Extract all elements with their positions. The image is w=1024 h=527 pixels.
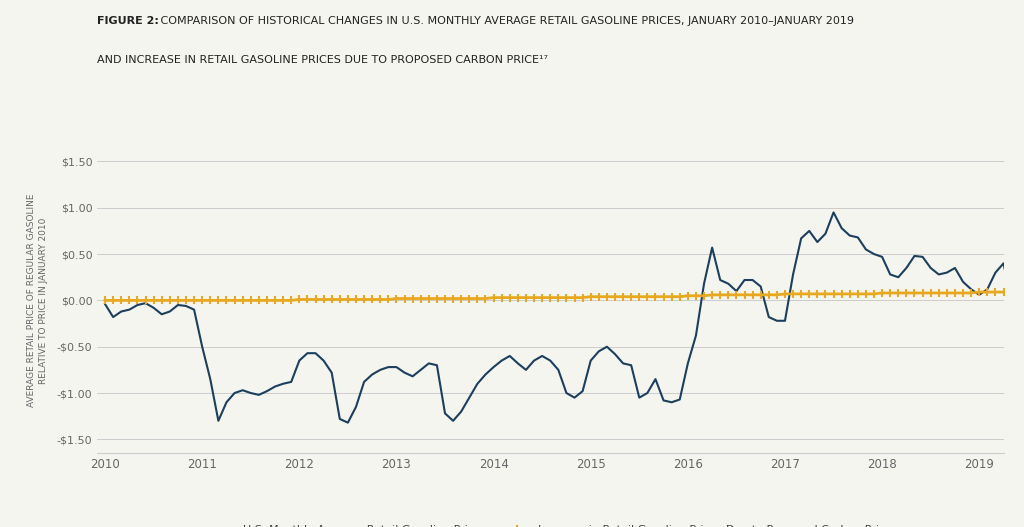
Text: AND INCREASE IN RETAIL GASOLINE PRICES DUE TO PROPOSED CARBON PRICE¹⁷: AND INCREASE IN RETAIL GASOLINE PRICES D… [97,55,548,65]
Text: COMPARISON OF HISTORICAL CHANGES IN U.S. MONTHLY AVERAGE RETAIL GASOLINE PRICES,: COMPARISON OF HISTORICAL CHANGES IN U.S.… [157,16,854,26]
Y-axis label: AVERAGE RETAIL PRICE OF REGULAR GASOLINE
RELATIVE TO PRICE IN JANUARY 2010: AVERAGE RETAIL PRICE OF REGULAR GASOLINE… [27,193,48,407]
Legend: U.S. Monthly Average Retail Gasoline Prices, Increase in Retail Gasoline Prices : U.S. Monthly Average Retail Gasoline Pri… [205,521,896,527]
Text: FIGURE 2:: FIGURE 2: [97,16,159,26]
